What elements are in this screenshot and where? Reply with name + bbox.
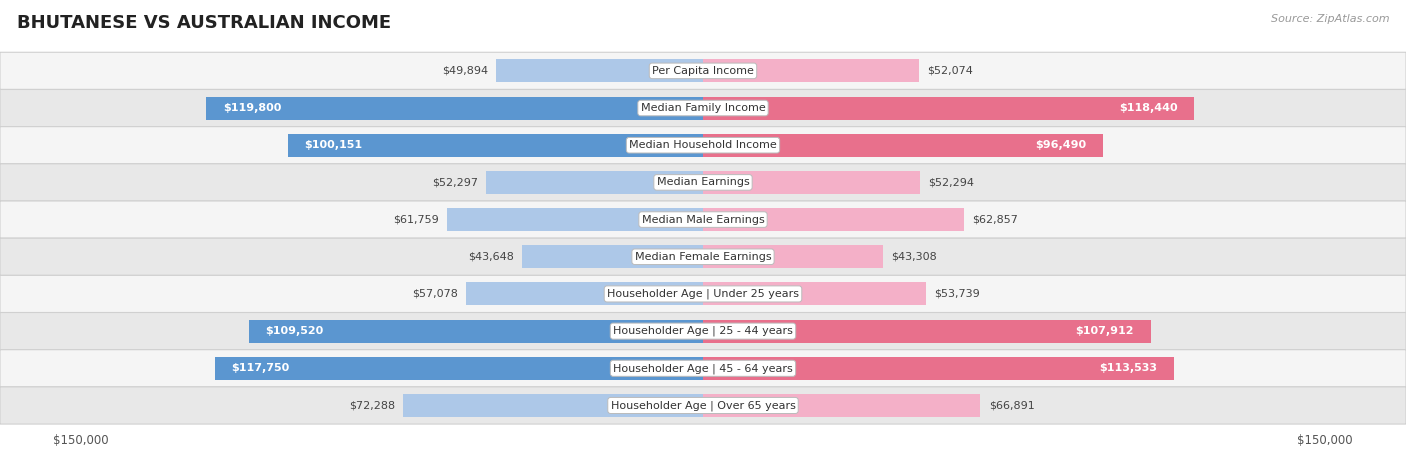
Text: Householder Age | 45 - 64 years: Householder Age | 45 - 64 years	[613, 363, 793, 374]
Text: $107,912: $107,912	[1076, 326, 1135, 336]
Bar	[447, 208, 703, 231]
Text: $43,648: $43,648	[468, 252, 513, 262]
Bar	[207, 97, 703, 120]
Bar	[703, 97, 1194, 120]
Bar	[404, 394, 703, 417]
Text: Householder Age | Over 65 years: Householder Age | Over 65 years	[610, 400, 796, 410]
Text: $53,739: $53,739	[934, 289, 980, 299]
Bar	[703, 283, 927, 305]
Bar	[703, 394, 980, 417]
FancyBboxPatch shape	[0, 350, 1406, 387]
FancyBboxPatch shape	[0, 387, 1406, 424]
Bar	[703, 319, 1150, 343]
Bar	[467, 283, 703, 305]
FancyBboxPatch shape	[0, 312, 1406, 350]
Bar	[703, 357, 1174, 380]
Bar	[703, 59, 920, 82]
FancyBboxPatch shape	[0, 238, 1406, 276]
Text: $96,490: $96,490	[1035, 140, 1087, 150]
Bar	[522, 245, 703, 268]
FancyBboxPatch shape	[0, 164, 1406, 201]
Text: Median Family Income: Median Family Income	[641, 103, 765, 113]
Text: Median Earnings: Median Earnings	[657, 177, 749, 187]
Text: $118,440: $118,440	[1119, 103, 1178, 113]
Bar	[703, 134, 1104, 157]
Text: $43,308: $43,308	[891, 252, 936, 262]
Bar	[215, 357, 703, 380]
Text: $49,894: $49,894	[441, 66, 488, 76]
FancyBboxPatch shape	[0, 201, 1406, 238]
Text: $100,151: $100,151	[304, 140, 363, 150]
Text: $109,520: $109,520	[266, 326, 323, 336]
FancyBboxPatch shape	[0, 276, 1406, 312]
Bar	[703, 208, 963, 231]
Text: $57,078: $57,078	[412, 289, 458, 299]
FancyBboxPatch shape	[0, 90, 1406, 127]
Bar	[496, 59, 703, 82]
Bar	[703, 245, 883, 268]
Text: $113,533: $113,533	[1099, 363, 1157, 373]
Text: Householder Age | 25 - 44 years: Householder Age | 25 - 44 years	[613, 326, 793, 336]
Text: $72,288: $72,288	[349, 401, 395, 410]
Text: $52,294: $52,294	[928, 177, 974, 187]
Text: $119,800: $119,800	[222, 103, 281, 113]
Text: $61,759: $61,759	[392, 214, 439, 225]
Bar	[249, 319, 703, 343]
Text: Per Capita Income: Per Capita Income	[652, 66, 754, 76]
Bar	[288, 134, 703, 157]
Text: $52,074: $52,074	[928, 66, 973, 76]
Text: $52,297: $52,297	[432, 177, 478, 187]
FancyBboxPatch shape	[0, 127, 1406, 164]
FancyBboxPatch shape	[0, 52, 1406, 90]
Text: $66,891: $66,891	[988, 401, 1035, 410]
Bar	[703, 171, 920, 194]
Bar	[486, 171, 703, 194]
Text: $62,857: $62,857	[972, 214, 1018, 225]
Text: Householder Age | Under 25 years: Householder Age | Under 25 years	[607, 289, 799, 299]
Text: Median Household Income: Median Household Income	[628, 140, 778, 150]
Text: Source: ZipAtlas.com: Source: ZipAtlas.com	[1271, 14, 1389, 24]
Text: BHUTANESE VS AUSTRALIAN INCOME: BHUTANESE VS AUSTRALIAN INCOME	[17, 14, 391, 32]
Text: Median Female Earnings: Median Female Earnings	[634, 252, 772, 262]
Text: Median Male Earnings: Median Male Earnings	[641, 214, 765, 225]
Text: $117,750: $117,750	[231, 363, 290, 373]
